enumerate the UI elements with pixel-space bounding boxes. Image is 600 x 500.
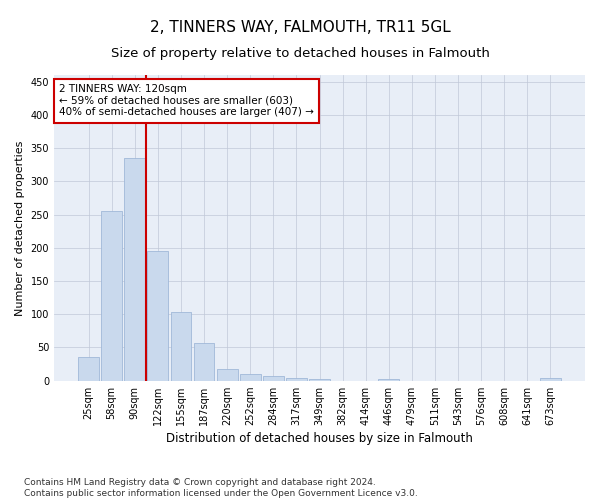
Y-axis label: Number of detached properties: Number of detached properties xyxy=(15,140,25,316)
Bar xyxy=(540,378,561,380)
Text: 2 TINNERS WAY: 120sqm
← 59% of detached houses are smaller (603)
40% of semi-det: 2 TINNERS WAY: 120sqm ← 59% of detached … xyxy=(59,84,314,117)
Bar xyxy=(101,211,122,380)
Bar xyxy=(263,376,284,380)
Bar xyxy=(78,358,99,380)
Bar xyxy=(240,374,260,380)
Bar xyxy=(309,378,330,380)
Bar xyxy=(124,158,145,380)
Bar xyxy=(148,251,168,380)
Bar xyxy=(217,368,238,380)
Bar xyxy=(286,378,307,380)
Text: 2, TINNERS WAY, FALMOUTH, TR11 5GL: 2, TINNERS WAY, FALMOUTH, TR11 5GL xyxy=(149,20,451,35)
Bar xyxy=(194,343,214,380)
Text: Contains HM Land Registry data © Crown copyright and database right 2024.
Contai: Contains HM Land Registry data © Crown c… xyxy=(24,478,418,498)
X-axis label: Distribution of detached houses by size in Falmouth: Distribution of detached houses by size … xyxy=(166,432,473,445)
Bar xyxy=(170,312,191,380)
Text: Size of property relative to detached houses in Falmouth: Size of property relative to detached ho… xyxy=(110,48,490,60)
Bar xyxy=(379,378,399,380)
